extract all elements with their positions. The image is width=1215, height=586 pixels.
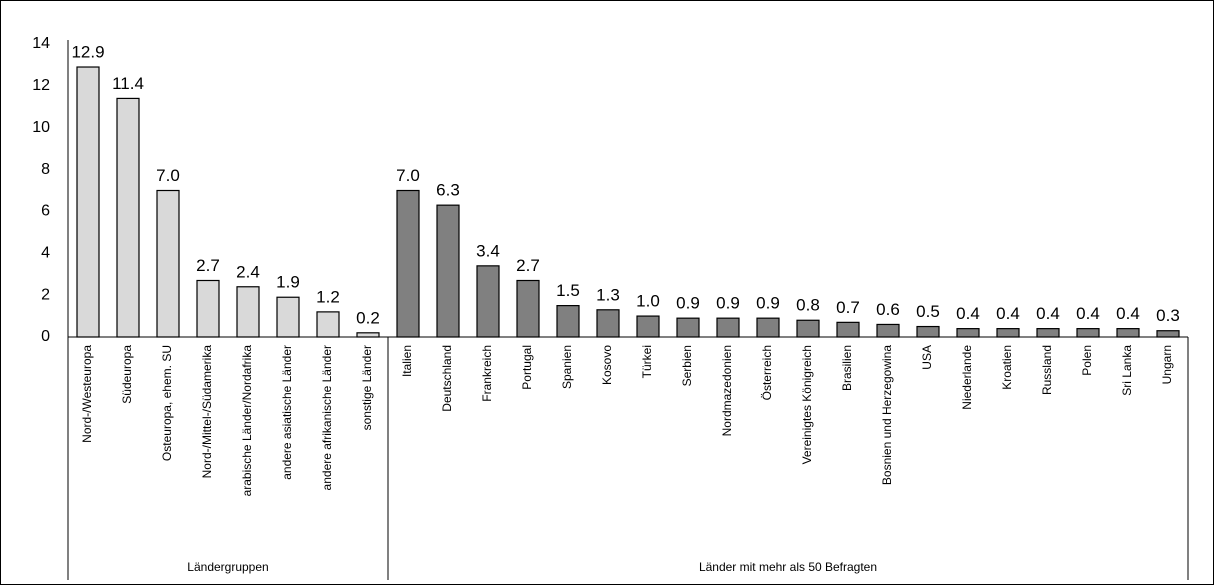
value-label: 0.9 [716,294,740,313]
value-label: 7.0 [396,166,420,185]
x-tick-label: Portugal [520,345,534,390]
x-tick-label: Italien [400,345,414,377]
value-label: 0.4 [1076,304,1100,323]
bar [436,204,460,338]
value-label: 0.9 [756,294,780,313]
bar [676,317,700,338]
x-tick-label: Nordmazedonien [720,345,734,436]
bar [516,279,540,338]
x-tick-label: Sri Lanka [1120,345,1134,396]
bar [1036,328,1060,338]
x-tick-label: Ungarn [1160,345,1174,384]
bar [156,189,180,338]
bar [876,323,900,338]
value-label: 7.0 [156,166,180,185]
y-tick-label: 8 [41,161,50,178]
x-tick-label: Niederlande [960,345,974,410]
value-label: 0.4 [1036,304,1060,323]
bar [236,286,260,338]
x-tick-label: USA [920,345,934,370]
x-tick-label: arabische Länder/Nordafrika [240,345,254,497]
y-tick-label: 10 [32,119,50,136]
x-tick-label: Nord-/Mittel-/Südamerika [200,345,214,479]
x-tick-label: Deutschland [440,345,454,412]
bar [316,311,340,338]
value-label: 0.2 [356,308,380,327]
x-tick-label: Kosovo [600,345,614,385]
x-tick-label: Brasilien [840,345,854,391]
x-tick-label: Nord-/Westeuropa [80,345,94,443]
bar [996,328,1020,338]
x-tick-label: andere afrikanische Länder [320,345,334,490]
value-label: 3.4 [476,241,500,260]
value-label: 0.3 [1156,306,1180,325]
value-label: 0.4 [956,304,980,323]
x-tick-label: Frankreich [480,345,494,402]
value-label: 2.4 [236,262,260,281]
x-tick-label: andere asiatische Länder [280,345,294,480]
group-label: Ländergruppen [187,560,268,574]
value-label: 0.4 [1116,304,1140,323]
x-tick-label: Russland [1040,345,1054,395]
x-tick-label: Vereinigtes Königreich [800,345,814,464]
bar [956,328,980,338]
bar [636,315,660,338]
y-tick-label: 6 [41,203,50,220]
bar [756,317,780,338]
value-label: 0.8 [796,296,820,315]
bar [1156,330,1180,338]
bar [356,332,380,338]
y-tick-label: 14 [32,35,50,52]
x-tick-label: Serbien [680,345,694,386]
bar [916,325,940,338]
x-tick-label: Bosnien und Herzegowina [880,345,894,485]
value-label: 12.9 [71,43,104,62]
bar [276,296,300,338]
bar [556,305,580,338]
x-tick-label: Südeuropa [120,345,134,404]
value-label: 2.7 [196,256,220,275]
value-label: 0.6 [876,300,900,319]
bar [596,309,620,338]
x-tick-label: Polen [1080,345,1094,376]
value-label: 11.4 [112,74,144,93]
value-label: 6.3 [436,181,460,200]
value-label: 1.0 [636,292,660,311]
bar [1116,328,1140,338]
y-tick-label: 0 [41,328,50,345]
bar [116,97,140,338]
group-label: Länder mit mehr als 50 Befragten [699,560,877,574]
x-tick-label: Türkei [640,345,654,378]
value-label: 0.5 [916,302,940,321]
y-tick-label: 4 [41,245,50,262]
x-tick-label: Österreich [760,345,774,400]
y-tick-label: 2 [41,286,50,303]
bar [476,265,500,338]
bar [716,317,740,338]
value-label: 1.2 [316,287,340,306]
value-label: 1.9 [276,273,300,292]
bar [76,66,100,338]
x-tick-label: sonstige Länder [360,345,374,430]
bar [396,189,420,338]
bar [196,279,220,338]
x-tick-label: Osteuropa, ehem. SU [160,345,174,461]
bar [1076,328,1100,338]
value-label: 2.7 [516,256,540,275]
y-tick-label: 12 [32,77,50,94]
value-label: 0.4 [996,304,1020,323]
value-label: 0.7 [836,298,860,317]
value-label: 0.9 [676,294,700,313]
value-label: 1.3 [596,285,620,304]
x-tick-label: Kroatien [1000,345,1014,390]
x-tick-label: Spanien [560,345,574,389]
bar [836,321,860,338]
bar [796,319,820,338]
value-label: 1.5 [556,281,580,300]
